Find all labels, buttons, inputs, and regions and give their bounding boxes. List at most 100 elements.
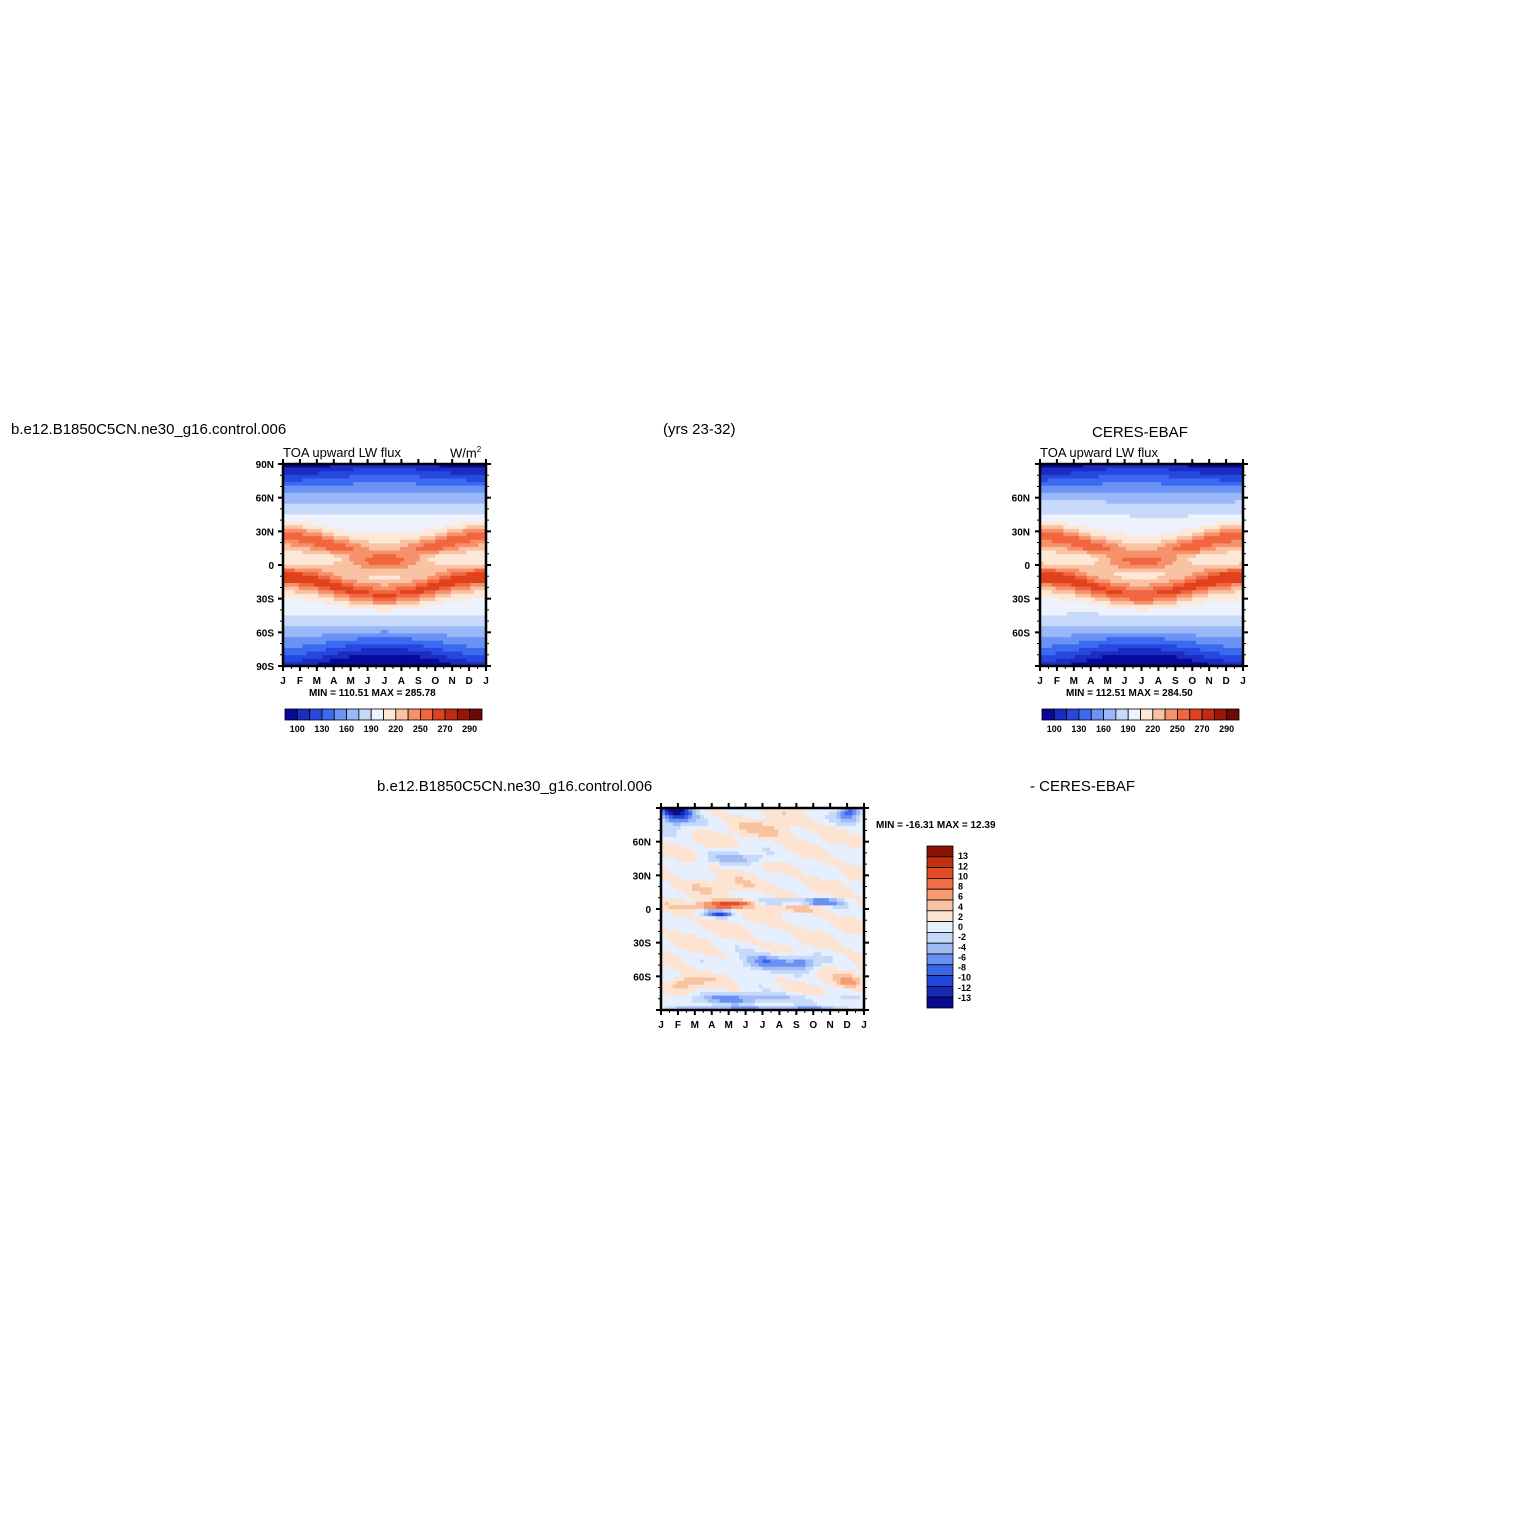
obs-heatmap-cell xyxy=(1180,561,1186,566)
model-heatmap-cell xyxy=(435,644,440,649)
obs-heatmap-cell xyxy=(1118,514,1123,519)
model-heatmap-cell xyxy=(333,640,339,645)
obs-heatmap-cell xyxy=(1192,485,1197,490)
obs-heatmap-cell xyxy=(1047,528,1053,534)
obs-heatmap-cell xyxy=(1145,514,1150,519)
model-heatmap-cell xyxy=(419,626,425,631)
obs-heatmap-cell xyxy=(1239,471,1244,476)
obs-heatmap-cell xyxy=(1203,561,1209,566)
obs-heatmap-cell xyxy=(1164,572,1170,577)
obs-heatmap-cell xyxy=(1164,543,1170,548)
model-heatmap-cell xyxy=(364,601,370,606)
obs-heatmap-cell xyxy=(1040,467,1045,472)
model-heatmap-cell xyxy=(333,586,339,591)
obs-heatmap-cell xyxy=(1090,503,1096,508)
model-heatmap-cell xyxy=(322,510,327,516)
model-heatmap-cell xyxy=(454,626,460,631)
model-heatmap-cell xyxy=(415,521,421,526)
model-heatmap-cell xyxy=(310,467,315,472)
obs-heatmap-cell xyxy=(1082,546,1088,552)
obs-heatmap-cell xyxy=(1141,471,1146,476)
model-heatmap-cell xyxy=(427,518,432,523)
model-heatmap-cell xyxy=(407,496,413,501)
obs-heatmap-cell xyxy=(1125,467,1131,472)
model-heatmap-cell xyxy=(427,575,432,581)
obs-heatmap-cell xyxy=(1196,575,1201,581)
obs-heatmap-cell xyxy=(1196,550,1201,555)
model-heatmap-cell xyxy=(329,514,335,519)
model-heatmap-cell xyxy=(318,575,323,581)
model-heatmap-cell xyxy=(396,536,401,541)
model-heatmap-cell xyxy=(294,492,300,498)
obs-heatmap-cell xyxy=(1180,471,1186,476)
model-heatmap-cell xyxy=(419,482,425,487)
model-heatmap-cell xyxy=(446,471,452,476)
obs-heatmap-cell xyxy=(1082,568,1088,573)
obs-heatmap-cell xyxy=(1055,464,1061,469)
model-heatmap-cell xyxy=(302,640,308,645)
obs-heatmap-cell xyxy=(1063,546,1068,552)
obs-heatmap-cell xyxy=(1086,550,1092,555)
model-heatmap-cell xyxy=(454,550,460,555)
model-heatmap-cell xyxy=(392,662,397,667)
model-heatmap-cell xyxy=(404,575,409,581)
obs-heatmap-cell xyxy=(1067,568,1072,573)
model-heatmap-cell xyxy=(380,604,386,609)
model-heatmap-cell xyxy=(306,633,311,638)
model-heatmap-cell xyxy=(306,651,311,656)
model-heatmap-cell xyxy=(478,640,483,645)
obs-heatmap-cell xyxy=(1168,496,1174,501)
model-heatmap-cell xyxy=(349,575,354,581)
obs-heatmap-cell xyxy=(1141,467,1146,472)
obs-heatmap-cell xyxy=(1161,561,1166,566)
model-heatmap-cell xyxy=(349,532,354,537)
model-heatmap-cell xyxy=(407,568,413,573)
model-heatmap-cell xyxy=(372,586,378,591)
model-heatmap-cell xyxy=(435,629,440,635)
obs-heatmap-cell xyxy=(1180,590,1186,595)
model-heatmap-cell xyxy=(333,568,339,573)
model-heatmap-cell xyxy=(407,525,413,530)
model-heatmap-cell xyxy=(302,546,308,552)
obs-heatmap-cell xyxy=(1184,464,1189,469)
obs-heatmap-cell xyxy=(1164,561,1170,566)
model-heatmap-cell xyxy=(423,619,429,624)
model-heatmap-cell xyxy=(337,474,343,480)
obs-heatmap-cell xyxy=(1161,546,1166,552)
model-heatmap-cell xyxy=(329,568,335,573)
model-heatmap-cell xyxy=(446,644,452,649)
model-heatmap-cell xyxy=(337,619,343,624)
model-heatmap-cell xyxy=(415,662,421,667)
model-heatmap-cell xyxy=(470,583,475,588)
model-heatmap-cell xyxy=(294,622,300,627)
obs-heatmap-cell xyxy=(1137,543,1143,548)
model-heatmap-cell xyxy=(411,536,417,541)
model-heatmap-cell xyxy=(411,647,417,653)
model-heatmap-cell xyxy=(435,611,440,617)
model-heatmap-cell xyxy=(450,583,456,588)
obs-heatmap-cell xyxy=(1121,510,1127,516)
model-heatmap-cell xyxy=(423,561,429,566)
model-heatmap-cell xyxy=(478,471,483,476)
obs-heatmap-cell xyxy=(1079,554,1084,559)
obs-heatmap-cell xyxy=(1133,532,1139,537)
obs-heatmap-cell xyxy=(1059,565,1065,570)
obs-heatmap-cell xyxy=(1075,593,1080,599)
model-heatmap-cell xyxy=(478,514,483,519)
obs-heatmap-cell xyxy=(1149,507,1154,512)
model-heatmap-cell xyxy=(361,485,366,490)
obs-heatmap-cell xyxy=(1231,532,1236,537)
model-heatmap-cell xyxy=(474,575,479,581)
model-heatmap-cell xyxy=(400,467,405,472)
model-heatmap-cell xyxy=(302,662,308,667)
model-heatmap-cell xyxy=(372,575,378,581)
model-heatmap-cell xyxy=(466,586,471,591)
obs-heatmap-cell xyxy=(1098,478,1104,483)
model-heatmap-cell xyxy=(411,619,417,624)
obs-heatmap-cell xyxy=(1172,474,1178,480)
obs-heatmap-cell xyxy=(1121,572,1127,577)
model-heatmap-cell xyxy=(341,658,347,663)
obs-heatmap-cell xyxy=(1102,500,1107,505)
model-heatmap-cell xyxy=(314,518,319,523)
model-heatmap-cell xyxy=(462,478,468,483)
